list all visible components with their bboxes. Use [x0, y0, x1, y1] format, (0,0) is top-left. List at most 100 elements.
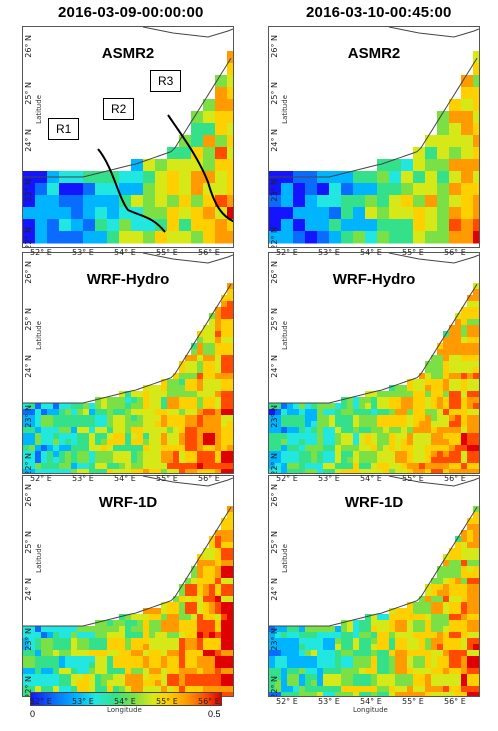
- coastline: [269, 57, 478, 178]
- longitude-tick-label: 54° E: [360, 248, 382, 257]
- latitude-tick-label: 26° N: [24, 35, 33, 58]
- longitude-axis-label: Longitude: [353, 706, 388, 714]
- latitude-axis-label: Latitude: [281, 95, 289, 124]
- soil-moisture-map: [23, 27, 233, 244]
- longitude-tick-label: 52° E: [276, 474, 298, 483]
- longitude-tick-label: 55° E: [402, 697, 424, 706]
- column-title-left: 2016-03-09-00:00:00: [58, 4, 204, 21]
- latitude-tick-label: 22° N: [24, 453, 33, 474]
- latitude-tick-label: 23° N: [24, 628, 33, 651]
- latitude-tick-label: 24° N: [24, 355, 33, 378]
- longitude-tick-label: 52° E: [30, 697, 52, 706]
- longitude-tick-label: 56° E: [198, 697, 220, 706]
- longitude-tick-label: 53° E: [318, 697, 340, 706]
- longitude-tick-label: 55° E: [402, 248, 424, 257]
- longitude-tick-label: 54° E: [360, 474, 382, 483]
- longitude-tick-label: 53° E: [318, 474, 340, 483]
- latitude-axis-label: Latitude: [35, 95, 43, 124]
- latitude-tick-label: 22° N: [270, 676, 279, 697]
- colorbar-min-label: 0: [30, 709, 36, 719]
- latitude-tick-label: 22° N: [270, 453, 279, 474]
- map-panel-wrf-hydro-right: WRF-Hydro 22° N 23° N 24° N 25° N 26° N Latitu…: [268, 252, 480, 474]
- region-boundary-r1-r2: [97, 148, 166, 233]
- latitude-axis-label: Latitude: [281, 544, 289, 573]
- soil-moisture-map: [269, 253, 479, 473]
- model-label: ASMR2: [347, 45, 401, 62]
- soil-moisture-map: [269, 27, 479, 244]
- coastline: [23, 506, 232, 627]
- longitude-tick-label: 56° E: [444, 248, 466, 257]
- longitude-axis-label: Longitude: [107, 706, 142, 714]
- coastline: [23, 57, 232, 178]
- latitude-tick-label: 26° N: [24, 261, 33, 284]
- longitude-tick-label: 54° E: [114, 474, 136, 483]
- longitude-tick-label: 54° E: [114, 697, 136, 706]
- latitude-tick-label: 22° N: [24, 227, 33, 248]
- longitude-tick-label: 56° E: [198, 248, 220, 257]
- longitude-tick-label: 54° E: [360, 697, 382, 706]
- latitude-tick-label: 24° N: [270, 129, 279, 152]
- latitude-tick-label: 25° N: [24, 308, 33, 331]
- longitude-tick-label: 55° E: [156, 697, 178, 706]
- longitude-tick-label: 52° E: [30, 474, 52, 483]
- latitude-tick-label: 24° N: [24, 578, 33, 601]
- column-title-right: 2016-03-10-00:45:00: [306, 4, 452, 21]
- model-label: WRF-1D: [344, 494, 404, 511]
- map-panel-asmr2-left: ASMR2 22° N 23° N 24° N 25° N 26° N Latitude: [22, 26, 234, 248]
- longitude-tick-label: 52° E: [276, 248, 298, 257]
- latitude-tick-label: 25° N: [24, 82, 33, 105]
- latitude-tick-label: 25° N: [270, 308, 279, 331]
- coastline: [269, 283, 478, 404]
- latitude-axis-label: Latitude: [281, 321, 289, 350]
- longitude-tick-label: 53° E: [318, 248, 340, 257]
- longitude-tick-label: 55° E: [402, 474, 424, 483]
- latitude-tick-label: 24° N: [24, 129, 33, 152]
- map-panel-wrf-1d-left: WRF-1D 22° N 23° N 24° N 25° N 26° N Latitude: [22, 475, 234, 697]
- latitude-tick-label: 26° N: [270, 35, 279, 58]
- model-label: WRF-1D: [98, 494, 158, 511]
- latitude-tick-label: 23° N: [270, 628, 279, 651]
- longitude-tick-label: 56° E: [444, 474, 466, 483]
- latitude-tick-label: 25° N: [270, 82, 279, 105]
- latitude-tick-label: 26° N: [24, 484, 33, 507]
- longitude-tick-label: 52° E: [276, 697, 298, 706]
- region-label-r3: R3: [150, 70, 182, 92]
- longitude-tick-label: 54° E: [114, 248, 136, 257]
- longitude-tick-label: 53° E: [72, 248, 94, 257]
- longitude-tick-label: 55° E: [156, 248, 178, 257]
- soil-moisture-map: [269, 476, 479, 696]
- soil-moisture-map: [23, 253, 233, 473]
- region-label-r1: R1: [48, 118, 80, 140]
- latitude-tick-label: 23° N: [270, 179, 279, 202]
- region-label-r2: R2: [103, 98, 135, 120]
- colorbar: [30, 692, 222, 706]
- latitude-tick-label: 24° N: [270, 355, 279, 378]
- model-label: WRF-Hydro: [86, 271, 170, 288]
- soil-moisture-map: [23, 476, 233, 696]
- longitude-tick-label: 55° E: [156, 474, 178, 483]
- latitude-axis-label: Latitude: [35, 321, 43, 350]
- longitude-tick-label: 52° E: [30, 248, 52, 257]
- map-panel-asmr2-right: ASMR2 22° N 23° N 24° N 25° N 26° N Latitude: [268, 26, 480, 248]
- map-panel-wrf-hydro-left: WRF-Hydro 22° N 23° N 24° N 25° N 26° N Latitu…: [22, 252, 234, 474]
- map-panel-wrf-1d-right: WRF-1D 22° N 23° N 24° N 25° N 26° N Latitude: [268, 475, 480, 697]
- colorbar-max-label: 0.5: [208, 709, 221, 719]
- longitude-tick-label: 53° E: [72, 474, 94, 483]
- coastline: [269, 506, 478, 627]
- latitude-tick-label: 23° N: [24, 179, 33, 202]
- latitude-tick-label: 24° N: [270, 578, 279, 601]
- longitude-tick-label: 56° E: [444, 697, 466, 706]
- region-boundary-r2-r3: [167, 114, 233, 223]
- latitude-tick-label: 25° N: [270, 531, 279, 554]
- longitude-tick-label: 53° E: [72, 697, 94, 706]
- latitude-axis-label: Latitude: [35, 544, 43, 573]
- model-label: WRF-Hydro: [332, 271, 416, 288]
- model-label: ASMR2: [101, 45, 155, 62]
- latitude-tick-label: 22° N: [270, 227, 279, 248]
- latitude-tick-label: 25° N: [24, 531, 33, 554]
- latitude-tick-label: 26° N: [270, 261, 279, 284]
- coastline: [23, 283, 232, 404]
- latitude-tick-label: 26° N: [270, 484, 279, 507]
- latitude-tick-label: 23° N: [24, 405, 33, 428]
- latitude-tick-label: 23° N: [270, 405, 279, 428]
